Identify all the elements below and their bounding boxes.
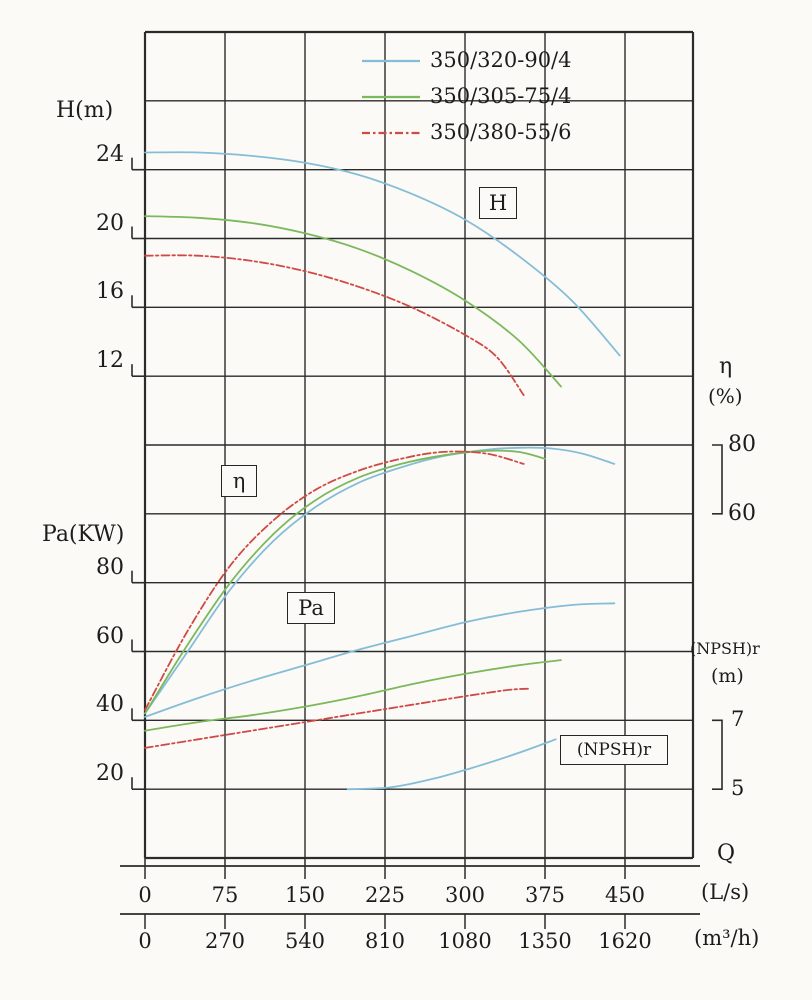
- npshr-axis-tick-label: 7: [731, 707, 745, 732]
- h-axis-tick-label: 16: [96, 279, 124, 305]
- pa-axis-title: Pa(KW): [42, 522, 125, 547]
- npshr-scale-bracket: [712, 719, 723, 790]
- legend-item-label: 350/320-90/4: [430, 48, 572, 72]
- pa-curve-label: Pa: [287, 592, 335, 624]
- pa-axis-tick-label: 60: [96, 623, 124, 649]
- h-axis-tick-label: 24: [96, 141, 124, 167]
- eta-axis-units: (%): [708, 384, 743, 408]
- q-axis-units-ls: (L/s): [701, 880, 750, 904]
- h-axis-tick-label: 12: [96, 348, 124, 374]
- curve-npshr-350-320-90-4: [346, 738, 557, 791]
- pa-axis-tick-label: 20: [96, 761, 124, 787]
- curve-h-350-380-55-6: [144, 254, 525, 396]
- h-curve-label: H: [479, 187, 517, 219]
- q-axis-tick-label-m3h: 810: [364, 929, 406, 953]
- eta-axis-tick-label: 60: [728, 500, 756, 526]
- q-axis-tick-label-ls: 0: [138, 883, 152, 907]
- eta-scale-bracket: [712, 444, 723, 515]
- curve-eta-350-320-90-4: [144, 446, 616, 715]
- q-axis-tick-label-m3h: 1350: [518, 929, 572, 953]
- curve-pa-350-380-55-6: [144, 687, 530, 749]
- q-axis-tick-label-ls: 300: [444, 883, 486, 907]
- eta-axis-title: η: [719, 354, 733, 379]
- q-axis-tick-label-ls: 375: [524, 883, 566, 907]
- q-axis-tick-label-m3h: 1080: [438, 929, 492, 953]
- h-axis-title: H(m): [56, 98, 114, 123]
- eta-curve-label: η: [221, 465, 257, 497]
- npshr-axis-units: (m): [711, 665, 744, 687]
- q-axis-tick-label-ls: 450: [604, 883, 646, 907]
- pa-axis-tick-label: 40: [96, 692, 124, 718]
- q-axis-title: Q: [717, 841, 736, 866]
- q-axis-tick-label-m3h: 1620: [598, 929, 652, 953]
- legend-item-label: 350/305-75/4: [430, 84, 572, 108]
- h-axis-tick-label: 20: [96, 210, 124, 236]
- pa-axis-tick-label: 80: [96, 554, 124, 580]
- curve-eta-350-305-75-4: [144, 449, 546, 715]
- curve-pa-350-320-90-4: [144, 602, 616, 718]
- q-axis-tick-label-m3h: 540: [284, 929, 326, 953]
- curve-h-350-320-90-4: [144, 151, 621, 357]
- legend-item-label: 350/380-55/6: [430, 120, 572, 144]
- npshr-axis-tick-label: 5: [731, 776, 745, 801]
- npshr-curve-label: (NPSH)r: [560, 735, 668, 765]
- q-axis-units-m3h: (m³/h): [694, 926, 760, 950]
- npshr-axis-title: (NPSH)r: [690, 639, 760, 658]
- q-axis-tick-label-ls: 75: [211, 883, 239, 907]
- eta-axis-tick-label: 80: [728, 432, 756, 457]
- q-axis-tick-label-m3h: 0: [138, 929, 152, 953]
- curve-eta-350-380-55-6: [144, 450, 525, 711]
- q-axis-tick-label-ls: 225: [364, 883, 406, 907]
- q-axis-tick-label-m3h: 270: [204, 929, 246, 953]
- curve-pa-350-305-75-4: [144, 659, 562, 732]
- q-axis-tick-label-ls: 150: [284, 883, 326, 907]
- curve-h-350-305-75-4: [144, 215, 562, 388]
